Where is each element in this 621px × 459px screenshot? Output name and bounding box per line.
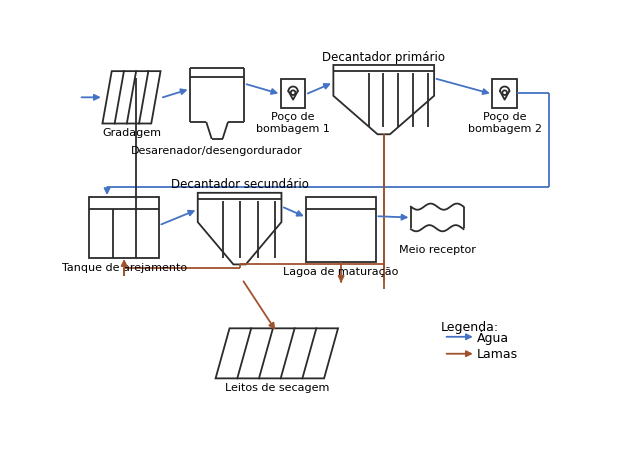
Text: Lagoa de maturação: Lagoa de maturação: [283, 266, 399, 276]
Bar: [89, 197, 159, 259]
Bar: [306, 197, 376, 263]
Text: Leitos de secagem: Leitos de secagem: [225, 382, 329, 392]
Text: Gradagem: Gradagem: [102, 128, 161, 138]
Bar: [492, 80, 517, 109]
Text: Decantador primário: Decantador primário: [322, 50, 445, 63]
Text: Poço de
bombagem 2: Poço de bombagem 2: [468, 112, 542, 134]
Text: Decantador secundário: Decantador secundário: [171, 177, 309, 190]
Text: Poço de
bombagem 1: Poço de bombagem 1: [256, 112, 330, 134]
Text: Água: Água: [477, 330, 509, 344]
Text: Tanque de arejamento: Tanque de arejamento: [61, 263, 187, 273]
Text: Legenda:: Legenda:: [440, 320, 499, 333]
Text: Desarenador/desengordurador: Desarenador/desengordurador: [131, 146, 303, 156]
Text: Meio receptor: Meio receptor: [399, 244, 476, 254]
Text: Lamas: Lamas: [477, 347, 518, 360]
Bar: [281, 80, 306, 109]
